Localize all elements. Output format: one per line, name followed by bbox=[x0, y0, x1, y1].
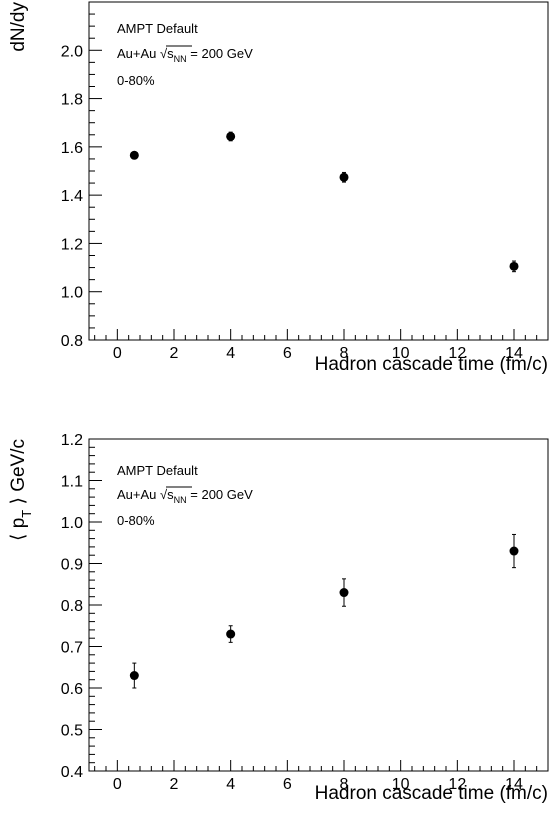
annotation-system-suffix: = 200 GeV bbox=[187, 46, 253, 61]
y-tick-label: 1.1 bbox=[61, 474, 83, 491]
x-tick-label: 14 bbox=[505, 776, 523, 793]
y-tick-label: 1.8 bbox=[61, 92, 83, 109]
x-tick-label: 4 bbox=[226, 345, 235, 362]
x-tick-label: 4 bbox=[226, 776, 235, 793]
y-tick-label: 1.0 bbox=[61, 515, 83, 532]
y-tick-label: 0.4 bbox=[61, 764, 83, 781]
annotation-model: AMPT Default bbox=[117, 463, 198, 478]
y-tick-label: 1.2 bbox=[61, 432, 83, 449]
annotation-system-s: s bbox=[167, 46, 174, 61]
y-tick-label: 0.8 bbox=[61, 598, 83, 615]
data-point bbox=[129, 671, 139, 681]
y-tick-label: 0.5 bbox=[61, 723, 83, 740]
data-point bbox=[129, 150, 139, 160]
x-tick-label: 12 bbox=[448, 776, 466, 793]
x-tick-label: 6 bbox=[283, 776, 292, 793]
y-axis-title-close: ⟩ GeV/c bbox=[8, 439, 29, 510]
x-tick-label: 8 bbox=[340, 345, 349, 362]
y-tick-label: 1.2 bbox=[61, 236, 83, 253]
sqrt-symbol: √ bbox=[160, 46, 168, 61]
annotation-system: Au+Au √sNN = 200 GeV bbox=[117, 487, 253, 505]
y-axis-title: dN/dy bbox=[8, 2, 29, 52]
annotation-centrality: 0-80% bbox=[117, 513, 155, 528]
data-point bbox=[226, 131, 236, 141]
annotation-system-prefix: Au+Au bbox=[117, 487, 160, 502]
data-point bbox=[509, 546, 519, 556]
data-point bbox=[226, 629, 236, 639]
y-tick-label: 2.0 bbox=[61, 43, 83, 60]
x-tick-label: 6 bbox=[283, 345, 292, 362]
y-tick-label: 0.6 bbox=[61, 681, 83, 698]
annotation-system-sub: NN bbox=[174, 54, 187, 64]
y-axis-title: ⟨ pT ⟩ GeV/c bbox=[8, 439, 34, 541]
y-axis-title-open: ⟨ p bbox=[8, 518, 29, 541]
y-axis-title-sub: T bbox=[19, 510, 34, 518]
x-tick-label: 12 bbox=[448, 345, 466, 362]
x-tick-label: 14 bbox=[505, 345, 523, 362]
y-tick-label: 0.9 bbox=[61, 557, 83, 574]
sqrt-symbol: √ bbox=[160, 487, 168, 502]
x-axis-title: Hadron cascade time (fm/c) bbox=[315, 354, 548, 375]
y-tick-label: 1.0 bbox=[61, 285, 83, 302]
chart-panel-1: 0 2 4 6 8 10 12 14 0.8 1.0 1.2 1.4 1.6 1.8 2.0 Hadron c… bbox=[8, 1, 549, 375]
y-tick-label: 0.8 bbox=[61, 333, 83, 350]
data-point bbox=[339, 588, 349, 598]
annotation-system: Au+Au √sNN = 200 GeV bbox=[117, 46, 253, 64]
y-tick-label: 0.7 bbox=[61, 640, 83, 657]
annotation-system-sub: NN bbox=[174, 495, 187, 505]
x-tick-label: 2 bbox=[170, 776, 179, 793]
annotation-centrality: 0-80% bbox=[117, 73, 155, 88]
data-point bbox=[509, 261, 519, 271]
x-tick-label: 10 bbox=[392, 776, 410, 793]
x-tick-label: 10 bbox=[392, 345, 410, 362]
chart-panel-2: 0 2 4 6 8 10 12 14 0.4 0.5 0.6 0.7 0.8 0.9 1.0 1.1 1.2 Ha… bbox=[8, 432, 549, 804]
annotation-model: AMPT Default bbox=[117, 21, 198, 36]
x-tick-label: 0 bbox=[113, 345, 122, 362]
x-tick-label: 8 bbox=[340, 776, 349, 793]
x-axis-title: Hadron cascade time (fm/c) bbox=[315, 783, 548, 804]
y-tick-label: 1.6 bbox=[61, 140, 83, 157]
annotation-system-suffix: = 200 GeV bbox=[187, 487, 253, 502]
y-tick-label: 1.4 bbox=[61, 188, 83, 205]
x-tick-label: 0 bbox=[113, 776, 122, 793]
x-tick-label: 2 bbox=[170, 345, 179, 362]
annotation-system-prefix: Au+Au bbox=[117, 46, 160, 61]
annotation-system-s: s bbox=[167, 487, 174, 502]
data-point bbox=[339, 172, 349, 182]
